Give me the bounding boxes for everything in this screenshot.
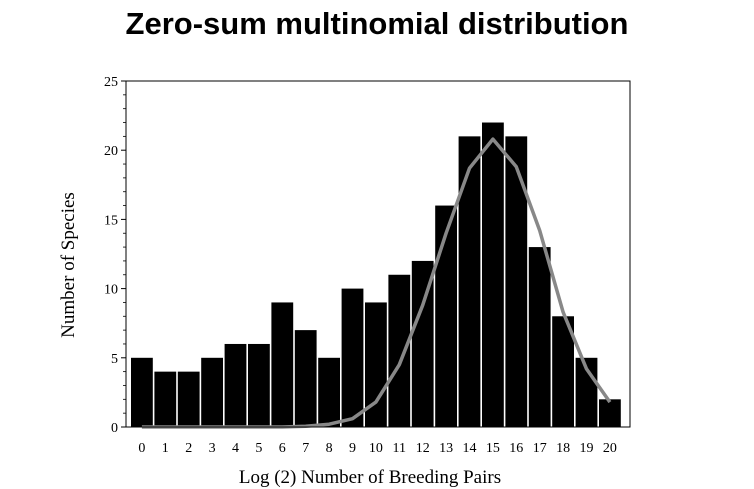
bar (411, 260, 434, 427)
bar (201, 357, 223, 427)
bar (224, 343, 247, 427)
x-tick-label: 11 (393, 441, 406, 456)
x-tick-label: 9 (349, 441, 356, 456)
plot-frame (125, 80, 631, 428)
bar (271, 302, 294, 427)
bar (131, 357, 153, 427)
y-tick-label: 5 (111, 352, 118, 367)
x-tick-label: 4 (232, 441, 239, 456)
bar (341, 288, 364, 427)
bar (528, 247, 551, 427)
y-tick-label: 15 (104, 213, 118, 228)
x-tick-label: 1 (162, 441, 169, 456)
x-tick-label: 13 (439, 441, 453, 456)
x-tick-label: 15 (486, 441, 500, 456)
x-tick-label: 14 (463, 441, 477, 456)
bar (248, 343, 270, 427)
x-tick-label: 2 (185, 441, 192, 456)
bar (505, 136, 528, 428)
bar (482, 122, 504, 428)
bars (131, 122, 621, 428)
x-tick-label: 10 (369, 441, 383, 456)
x-tick-label: 12 (416, 441, 430, 456)
bar (388, 274, 411, 427)
x-tick-label: 17 (533, 441, 547, 456)
x-tick-label: 8 (326, 441, 333, 456)
y-tick-label: 25 (104, 75, 118, 90)
y-tick-label: 10 (104, 283, 118, 298)
x-tick-label: 20 (603, 441, 617, 456)
x-tick-label: 16 (509, 441, 523, 456)
x-tick-label: 7 (302, 441, 309, 456)
y-axis-label: Number of Species (58, 192, 79, 338)
y-axis: 0 5 10 15 20 25 (104, 75, 126, 436)
bar (458, 136, 481, 428)
bar (154, 371, 177, 427)
bar (599, 399, 621, 427)
y-tick-label: 20 (104, 144, 118, 159)
bar (318, 357, 340, 427)
x-tick-label: 19 (580, 441, 594, 456)
x-axis-label: Log (2) Number of Breeding Pairs (239, 467, 501, 488)
x-tick-label: 0 (138, 441, 145, 456)
bar (177, 371, 200, 427)
x-tick-label: 18 (556, 441, 570, 456)
bar (294, 330, 317, 427)
bar (435, 205, 457, 427)
x-tick-label: 5 (255, 441, 262, 456)
x-axis: 0 1 2 3 4 5 6 7 8 9 10 11 12 13 14 15 16 17 18 19 20 (138, 441, 617, 456)
x-tick-label: 6 (279, 441, 286, 456)
bar (552, 316, 574, 427)
chart-title: Zero-sum multinomial distribution (125, 6, 629, 41)
x-tick-label: 3 (209, 441, 216, 456)
y-tick-label: 0 (111, 421, 118, 436)
